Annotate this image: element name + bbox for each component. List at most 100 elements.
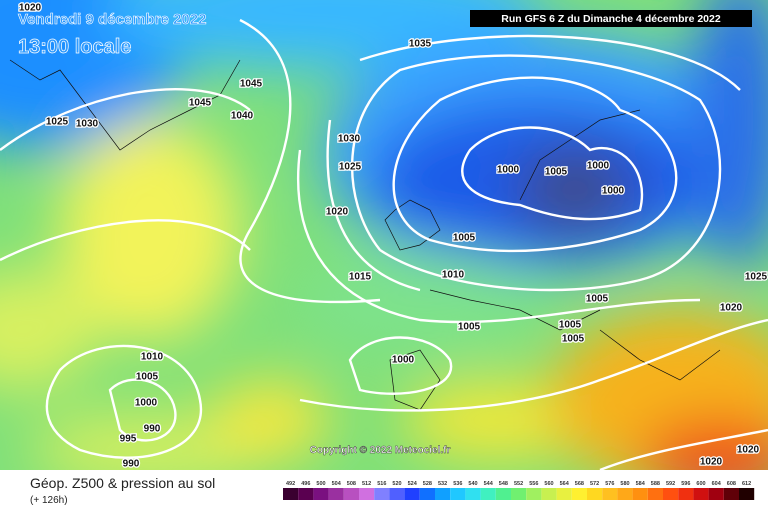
isobar-label: 1005 bbox=[559, 320, 582, 331]
isobar-label: 1010 bbox=[141, 352, 164, 363]
legend-swatch bbox=[632, 488, 648, 500]
legend-label: 520 bbox=[392, 481, 401, 487]
legend-swatch bbox=[587, 488, 603, 500]
copyright: Copyright © 2022 Meteociel.fr bbox=[310, 445, 451, 456]
legend-swatch bbox=[298, 488, 314, 500]
legend-swatch bbox=[313, 488, 329, 500]
legend-label: 548 bbox=[499, 481, 508, 487]
legend-label: 584 bbox=[636, 481, 646, 487]
isobar-label: 1015 bbox=[349, 272, 372, 283]
legend-swatch bbox=[739, 488, 755, 500]
isobar-label: 1000 bbox=[392, 355, 415, 366]
isobar-label: 1045 bbox=[240, 79, 263, 90]
legend-label: 560 bbox=[544, 481, 553, 487]
isobar-label: 1000 bbox=[587, 161, 610, 172]
legend-swatch bbox=[511, 488, 527, 500]
legend-label: 492 bbox=[286, 481, 295, 487]
legend-swatch bbox=[571, 488, 587, 500]
legend-swatch bbox=[647, 488, 663, 500]
legend-label: 588 bbox=[651, 481, 660, 487]
legend-label: 496 bbox=[301, 481, 310, 487]
legend-swatch bbox=[404, 488, 420, 500]
isobar-label: 1005 bbox=[545, 167, 568, 178]
run-box bbox=[470, 10, 752, 27]
legend-swatch bbox=[374, 488, 390, 500]
legend-label: 544 bbox=[484, 481, 494, 487]
legend-label: 596 bbox=[681, 481, 690, 487]
isobar-label: 995 bbox=[120, 434, 137, 445]
legend-swatch bbox=[693, 488, 709, 500]
legend-swatch bbox=[359, 488, 375, 500]
legend: 492 496 500 504 508 512 516 520 524 528 532 536 540 5… bbox=[283, 481, 755, 500]
legend-swatch bbox=[541, 488, 557, 500]
legend-label: 608 bbox=[727, 481, 736, 487]
isobar-label: 1000 bbox=[135, 398, 158, 409]
legend-label: 512 bbox=[362, 481, 371, 487]
isobar-label: 1000 bbox=[497, 165, 520, 176]
isobar-label: 1020 bbox=[326, 207, 349, 218]
isobar-label: 1025 bbox=[745, 272, 768, 283]
legend-swatch bbox=[343, 488, 359, 500]
legend-label: 604 bbox=[712, 481, 722, 487]
legend-label: 516 bbox=[377, 481, 386, 487]
legend-label: 524 bbox=[408, 481, 418, 487]
valid-date: Vendredi 9 décembre 2022 bbox=[18, 11, 206, 28]
legend-swatch bbox=[708, 488, 724, 500]
valid-time: 13:00 locale bbox=[18, 36, 131, 58]
legend-swatch bbox=[617, 488, 633, 500]
legend-swatch bbox=[419, 488, 435, 500]
legend-swatch bbox=[602, 488, 618, 500]
legend-label: 552 bbox=[514, 481, 523, 487]
legend-label: 504 bbox=[332, 481, 342, 487]
isobar-label: 1040 bbox=[231, 111, 254, 122]
isobar-label: 1020 bbox=[700, 457, 723, 468]
isobar-label: 1010 bbox=[442, 270, 465, 281]
legend-label: 612 bbox=[742, 481, 751, 487]
legend-swatch bbox=[435, 488, 451, 500]
legend-label: 532 bbox=[438, 481, 447, 487]
isobar-label: 1030 bbox=[76, 119, 99, 130]
legend-label: 592 bbox=[666, 481, 675, 487]
isobar-label: 1025 bbox=[46, 117, 69, 128]
legend-label: 536 bbox=[453, 481, 462, 487]
legend-label: 576 bbox=[605, 481, 614, 487]
run-info: Run GFS 6 Z du Dimanche 4 décembre 2022 bbox=[501, 13, 721, 25]
isobar-label: 990 bbox=[123, 459, 140, 470]
legend-label: 564 bbox=[560, 481, 570, 487]
footer-lead: (+ 126h) bbox=[30, 495, 68, 506]
legend-label: 600 bbox=[696, 481, 705, 487]
legend-label: 580 bbox=[620, 481, 629, 487]
isobar-label: 1020 bbox=[19, 3, 42, 14]
isobar-label: 1005 bbox=[453, 233, 476, 244]
legend-swatch bbox=[465, 488, 481, 500]
legend-swatch bbox=[556, 488, 572, 500]
legend-label: 500 bbox=[316, 481, 325, 487]
isobar-label: 1030 bbox=[338, 134, 361, 145]
legend-swatch bbox=[480, 488, 496, 500]
legend-swatch bbox=[450, 488, 466, 500]
legend-label: 572 bbox=[590, 481, 599, 487]
isobar-label: 1005 bbox=[458, 322, 481, 333]
legend-label: 540 bbox=[468, 481, 477, 487]
legend-label: 556 bbox=[529, 481, 538, 487]
legend-swatch bbox=[495, 488, 511, 500]
legend-label: 568 bbox=[575, 481, 584, 487]
isobar-label: 1005 bbox=[562, 334, 585, 345]
isobar-label: 1035 bbox=[409, 39, 432, 50]
field bbox=[0, 0, 768, 470]
isobar-label: 1005 bbox=[136, 372, 159, 383]
isobar-labels: 1020 1025 1030 1045 1045 1040 1035 1030 1025 1020… bbox=[18, 1, 768, 471]
isobar-label: 1045 bbox=[189, 98, 212, 109]
legend-swatch bbox=[328, 488, 344, 500]
legend-swatch bbox=[663, 488, 679, 500]
isobar-label: 1000 bbox=[602, 186, 625, 197]
legend-swatch bbox=[678, 488, 694, 500]
legend-swatch bbox=[526, 488, 542, 500]
isobar-label: 1005 bbox=[586, 294, 609, 305]
legend-swatch bbox=[283, 488, 299, 500]
isobar-label: 1020 bbox=[720, 303, 743, 314]
isobar-label: 1025 bbox=[339, 162, 362, 173]
isobar-label: 1020 bbox=[737, 445, 760, 456]
legend-label: 508 bbox=[347, 481, 356, 487]
